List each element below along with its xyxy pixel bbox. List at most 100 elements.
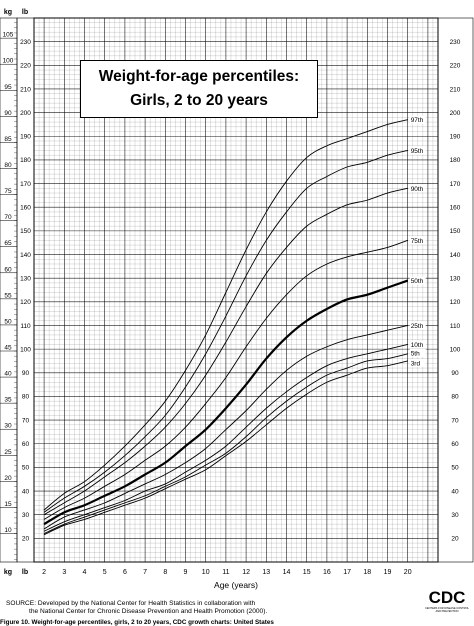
lb-tick-label: 230 (20, 39, 31, 46)
lb-tick-label: 90 (22, 370, 30, 377)
x-tick-label: 7 (143, 569, 147, 576)
lb-tick-label: 70 (22, 417, 30, 424)
right-lb-tick-label: 90 (451, 370, 459, 377)
series-label-90th: 90th (411, 186, 424, 193)
right-lb-tick-label: 120 (450, 299, 461, 306)
series-label-bg (409, 358, 426, 367)
x-tick-label: 8 (163, 569, 167, 576)
series-label-75th: 75th (411, 238, 424, 245)
percentile-curve-75th (43, 239, 408, 520)
percentile-curve-25th (43, 325, 408, 530)
series-label-bg (409, 321, 426, 330)
kg-tick-label: 25 (4, 449, 12, 456)
figure-caption: Figure 10. Weight-for-age percentiles, g… (0, 619, 274, 626)
x-tick-label: 3 (62, 569, 66, 576)
right-lb-tick-label: 30 (451, 512, 459, 519)
kg-tick-label: 70 (4, 214, 12, 221)
series-label-95th: 95th (411, 148, 424, 155)
series-label-bg (409, 115, 426, 124)
x-tick-label: 12 (242, 569, 250, 576)
right-lb-tick-label: 140 (450, 252, 461, 259)
right-lb-tick-label: 130 (450, 275, 461, 282)
right-lb-tick-label: 230 (450, 39, 461, 46)
x-tick-label: 6 (123, 569, 127, 576)
lb-unit-label: lb (22, 9, 28, 16)
kg-tick-label: 40 (4, 371, 12, 378)
percentile-curve-50th (43, 279, 409, 526)
chart-title-box: Weight-for-age percentiles: Girls, 2 to … (80, 60, 318, 118)
cdc-logo: CDC CENTERS FOR DISEASE CONTROL AND PREV… (424, 589, 470, 623)
lb-tick-label: 130 (20, 275, 31, 282)
cdc-logo-subtext: CENTERS FOR DISEASE CONTROL AND PREVENTI… (425, 607, 469, 613)
x-tick-label: 14 (283, 569, 291, 576)
x-tick-label: 17 (343, 569, 351, 576)
lb-tick-label: 140 (20, 252, 31, 259)
x-tick-label: 19 (384, 569, 392, 576)
kg-tick-label: 50 (4, 318, 12, 325)
series-label-bg (409, 146, 426, 155)
lb-tick-label: 170 (20, 181, 31, 188)
right-lb-tick-label: 40 (451, 488, 459, 495)
lb-tick-label: 210 (20, 86, 31, 93)
right-lb-tick-label: 100 (450, 346, 461, 353)
series-label-10th: 10th (411, 342, 424, 349)
x-tick-label: 10 (202, 569, 210, 576)
series-label-bg (409, 340, 426, 349)
kg-tick-label: 105 (3, 32, 14, 39)
x-tick-label: 18 (363, 569, 371, 576)
right-lb-tick-label: 190 (450, 134, 461, 141)
source-line-1: SOURCE: Developed by the National Center… (6, 600, 256, 607)
kg-tick-label: 20 (4, 475, 12, 482)
lb-tick-label: 120 (20, 299, 31, 306)
right-lb-tick-label: 170 (450, 181, 461, 188)
x-tick-label: 4 (83, 569, 87, 576)
kg-tick-label: 30 (4, 423, 12, 430)
kg-tick-label: 90 (4, 110, 12, 117)
percentile-curve-10th (43, 343, 408, 532)
lb-tick-label: 30 (22, 512, 30, 519)
source-note: SOURCE: Developed by the National Center… (6, 600, 406, 616)
kg-tick-label: 55 (4, 292, 12, 299)
kg-tick-label: 100 (3, 58, 14, 65)
kg-tick-label: 75 (4, 188, 12, 195)
right-lb-tick-label: 160 (450, 205, 461, 212)
x-axis-label: Age (years) (214, 580, 258, 590)
lb-tick-label: 190 (20, 134, 31, 141)
series-label-bg (409, 184, 426, 193)
right-lb-tick-label: 80 (451, 394, 459, 401)
x-tick-label: 16 (323, 569, 331, 576)
kg-tick-label: 80 (4, 162, 12, 169)
series-label-bg (409, 348, 426, 357)
percentile-curve-3rd (43, 360, 408, 536)
right-lb-tick-label: 20 (451, 536, 459, 543)
lb-tick-label: 180 (20, 157, 31, 164)
x-tick-label: 9 (184, 569, 188, 576)
cdc-logo-text: CDC (428, 588, 466, 607)
kg-tick-label: 15 (4, 501, 12, 508)
right-lb-tick-label: 70 (451, 417, 459, 424)
right-lb-tick-label: 180 (450, 157, 461, 164)
series-label-bg (409, 236, 426, 245)
x-tick-label: 20 (404, 569, 412, 576)
source-line-2: the National Center for Chronic Disease … (29, 608, 268, 615)
lb-unit-label-bottom: lb (22, 569, 28, 576)
series-label-50th: 50th (411, 278, 424, 285)
chart-subtitle: Girls, 2 to 20 years (130, 92, 268, 109)
lb-tick-label: 80 (22, 394, 30, 401)
x-tick-label: 11 (222, 569, 229, 576)
series-label-97th: 97th (411, 117, 424, 124)
kg-tick-label: 45 (4, 345, 12, 352)
right-lb-tick-label: 200 (450, 110, 461, 117)
lb-tick-label: 220 (20, 63, 31, 70)
lb-tick-label: 150 (20, 228, 31, 235)
kg-unit-label: kg (4, 9, 12, 16)
lb-tick-label: 20 (22, 536, 30, 543)
percentile-curve-5th (43, 353, 408, 535)
right-lb-tick-label: 60 (451, 441, 459, 448)
right-lb-scale-column (437, 17, 474, 563)
lb-tick-label: 40 (22, 488, 30, 495)
chart-title: Weight-for-age percentiles: (98, 68, 300, 85)
kg-tick-label: 65 (4, 240, 12, 247)
x-tick-label: 13 (262, 569, 270, 576)
